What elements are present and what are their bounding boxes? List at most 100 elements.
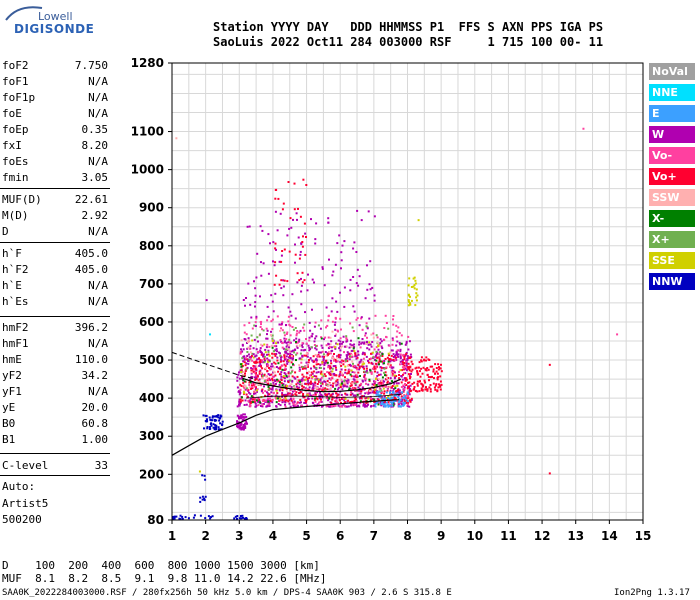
echo-point (254, 365, 257, 368)
echo-point (361, 386, 364, 389)
echo-point (340, 393, 343, 396)
chart-axes: 1 2 3 4 5 6 7 8 9 10 11 12 13 14 158020030040050060070… (131, 56, 652, 543)
echo-point (209, 517, 212, 520)
echo-point (323, 364, 326, 366)
echo-point (364, 392, 367, 395)
echo-point (401, 366, 404, 369)
echo-point (275, 366, 278, 368)
echo-point (267, 378, 270, 381)
echo-point (244, 304, 246, 307)
echo-point (266, 337, 269, 340)
echo-point (300, 277, 302, 280)
echo-point (327, 319, 330, 322)
echo-point (323, 284, 326, 287)
echo-point (281, 341, 284, 344)
echo-point (373, 299, 376, 302)
echo-point (270, 320, 273, 323)
echo-point (388, 344, 391, 347)
echo-point (403, 364, 406, 367)
echo-point (274, 382, 277, 385)
echo-point (330, 350, 333, 352)
echo-point (340, 401, 342, 404)
echo-point (404, 395, 407, 398)
param-value: 33 (94, 459, 108, 472)
echo-point (379, 360, 382, 363)
echo-point (337, 404, 340, 407)
echo-point (249, 381, 252, 384)
echo-point (548, 363, 551, 366)
echo-point (333, 374, 335, 377)
y-tick-label: 400 (139, 391, 164, 405)
echo-point (413, 287, 416, 290)
echo-point (243, 413, 246, 416)
echo-point (413, 386, 416, 388)
echo-point (378, 381, 381, 384)
echo-point (415, 299, 418, 302)
param-row: foF1p N/A (2, 90, 108, 105)
echo-point (295, 353, 298, 356)
echo-point (334, 374, 337, 377)
echo-point (236, 425, 238, 428)
echo-point (295, 359, 297, 361)
echo-point (236, 517, 238, 520)
echo-point (367, 383, 370, 386)
echo-point (389, 360, 392, 363)
echo-point (336, 388, 339, 391)
echo-point (374, 359, 376, 361)
echo-point (303, 382, 306, 385)
echo-point (354, 352, 357, 355)
echo-point (288, 402, 291, 405)
echo-point (395, 356, 398, 359)
echo-point (400, 381, 403, 384)
echo-point (319, 382, 322, 385)
echo-point (310, 346, 313, 349)
echo-point (383, 360, 386, 362)
echo-point (313, 344, 316, 346)
echo-point (357, 284, 360, 287)
echo-point (412, 277, 415, 280)
echo-point (288, 250, 291, 253)
echo-point (413, 381, 416, 384)
echo-point (392, 323, 395, 326)
echo-point (270, 362, 273, 365)
echo-point (360, 358, 363, 361)
echo-point (262, 262, 265, 265)
echo-point (267, 385, 270, 388)
echo-point (238, 398, 241, 401)
echo-point (254, 321, 257, 324)
param-value: 405.0 (74, 263, 108, 276)
echo-point (358, 275, 361, 278)
echo-point (315, 360, 318, 363)
echo-point (292, 403, 295, 405)
echo-point (362, 404, 365, 407)
echo-point (254, 301, 257, 304)
echo-point (173, 517, 176, 520)
echo-point (400, 400, 403, 403)
echo-point (311, 375, 314, 378)
echo-point (313, 360, 315, 363)
echo-point (436, 376, 439, 379)
echo-point (390, 393, 393, 396)
echo-point (267, 233, 270, 236)
echo-point (271, 346, 274, 349)
echo-point (287, 341, 290, 344)
echo-point (424, 388, 427, 391)
echo-point (239, 369, 242, 372)
echo-point (310, 218, 312, 221)
echo-point (299, 215, 302, 218)
echo-point (383, 392, 386, 395)
echo-point (236, 386, 239, 389)
echo-point (329, 378, 332, 381)
echo-point (266, 405, 269, 408)
param-row: fmin 3.05 (2, 170, 108, 185)
echo-point (385, 366, 388, 369)
echo-point (403, 388, 406, 391)
echo-point (304, 232, 307, 235)
echo-point (285, 399, 288, 402)
echo-point (387, 327, 390, 330)
echo-point (340, 342, 343, 345)
echo-point (301, 271, 304, 274)
echo-point (211, 419, 214, 422)
echo-point (353, 375, 356, 378)
echo-point (306, 377, 309, 380)
